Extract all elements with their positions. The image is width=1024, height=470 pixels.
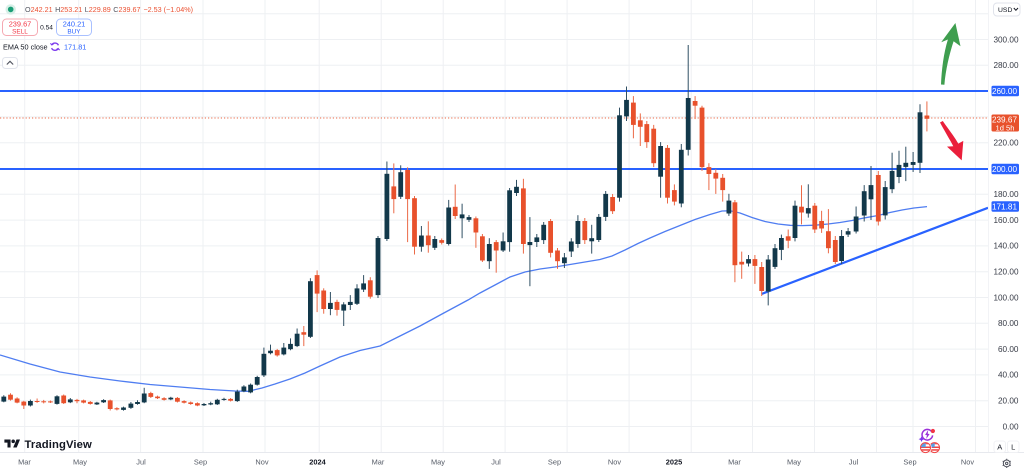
svg-text:260.00: 260.00 — [992, 87, 1017, 96]
svg-text:Mar: Mar — [372, 458, 385, 467]
svg-text:TradingView: TradingView — [25, 439, 93, 451]
svg-text:SELL: SELL — [12, 29, 28, 36]
svg-text:40.00: 40.00 — [998, 371, 1019, 380]
svg-text:180.00: 180.00 — [993, 190, 1018, 199]
svg-text:L: L — [1011, 443, 1015, 452]
svg-text:220.00: 220.00 — [993, 139, 1018, 148]
svg-text:EMA 50 close: EMA 50 close — [3, 43, 48, 52]
svg-text:60.00: 60.00 — [998, 345, 1019, 354]
svg-text:Nov: Nov — [608, 458, 621, 467]
svg-text:0.54: 0.54 — [40, 25, 53, 32]
svg-text:Sep: Sep — [194, 458, 207, 467]
svg-text:300.00: 300.00 — [993, 35, 1018, 44]
svg-text:Jul: Jul — [849, 458, 859, 467]
svg-text:Mar: Mar — [728, 458, 741, 467]
svg-text:2025: 2025 — [666, 458, 682, 467]
svg-text:Jul: Jul — [136, 458, 146, 467]
svg-text:Nov: Nov — [961, 458, 974, 467]
svg-text:Sep: Sep — [548, 458, 561, 467]
svg-text:239.67: 239.67 — [9, 20, 32, 29]
svg-text:Sep: Sep — [903, 458, 916, 467]
svg-text:1d 5h: 1d 5h — [995, 123, 1014, 132]
svg-text:BUY: BUY — [67, 29, 81, 36]
svg-text:A: A — [997, 443, 1002, 452]
svg-text:Mar: Mar — [18, 458, 31, 467]
svg-text:May: May — [431, 458, 445, 467]
svg-text:2024: 2024 — [309, 458, 326, 467]
svg-text:120.00: 120.00 — [993, 268, 1018, 277]
svg-text:USD: USD — [998, 7, 1012, 14]
svg-text:May: May — [73, 458, 87, 467]
svg-text:160.00: 160.00 — [993, 216, 1018, 225]
svg-text:Nov: Nov — [255, 458, 268, 467]
svg-text:240.21: 240.21 — [63, 20, 86, 29]
svg-text:171.81: 171.81 — [64, 43, 86, 52]
svg-text:140.00: 140.00 — [993, 242, 1018, 251]
svg-text:May: May — [787, 458, 801, 467]
svg-text:80.00: 80.00 — [998, 319, 1019, 328]
svg-text:239.67: 239.67 — [992, 116, 1017, 125]
svg-text:100.00: 100.00 — [993, 293, 1018, 302]
svg-text:280.00: 280.00 — [993, 61, 1018, 70]
svg-text:Jul: Jul — [491, 458, 501, 467]
svg-text:171.81: 171.81 — [992, 202, 1017, 211]
svg-text:200.00: 200.00 — [992, 165, 1017, 174]
svg-text:20.00: 20.00 — [998, 397, 1019, 406]
svg-text:0.00: 0.00 — [1003, 422, 1019, 431]
